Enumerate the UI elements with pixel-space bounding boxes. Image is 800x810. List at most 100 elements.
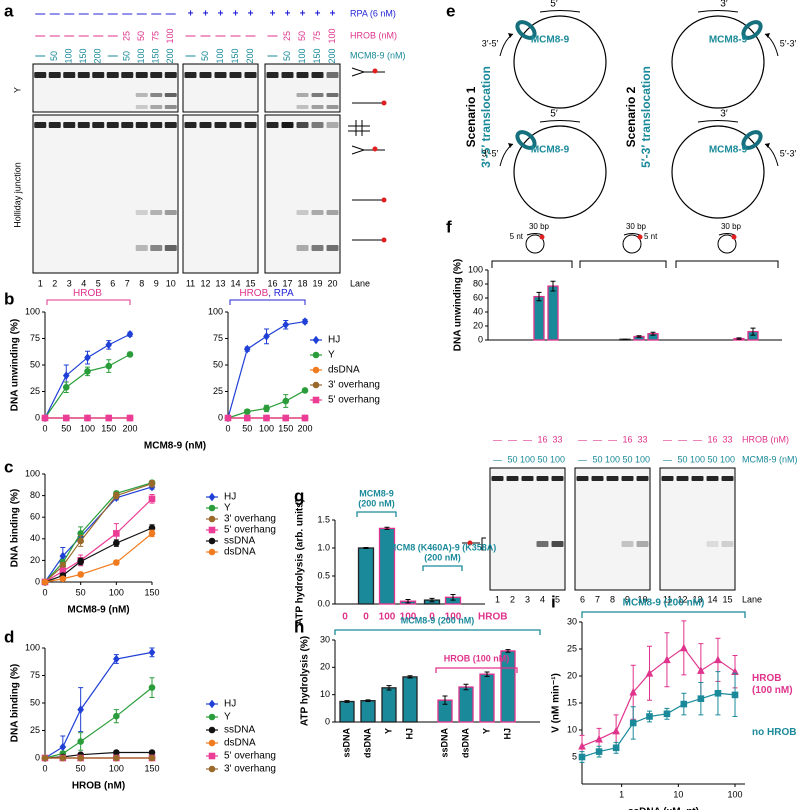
lane-number: 12 bbox=[200, 278, 210, 288]
marker bbox=[62, 371, 70, 380]
lane-number: 16 bbox=[267, 278, 277, 288]
protein-label: MCM8-9 bbox=[709, 35, 748, 46]
error-bar bbox=[484, 671, 490, 677]
bar bbox=[458, 686, 474, 723]
gel-band bbox=[135, 72, 148, 78]
gel-band bbox=[281, 72, 294, 78]
gel-band bbox=[150, 72, 163, 78]
condition-value: + bbox=[270, 9, 276, 20]
condition-value: — bbox=[608, 434, 617, 444]
marker bbox=[41, 754, 49, 762]
x-tick-label: 50 bbox=[76, 763, 86, 773]
legend-label: 3' overhang bbox=[328, 380, 380, 391]
condition-value: — bbox=[64, 9, 74, 20]
y-tick-label: 25 bbox=[30, 386, 40, 396]
condition-value: 33 bbox=[552, 434, 562, 444]
lane-number: 13 bbox=[692, 594, 702, 604]
marker bbox=[77, 558, 84, 565]
panel-label: d bbox=[4, 627, 14, 646]
legend-marker bbox=[208, 752, 216, 760]
gel-band bbox=[621, 541, 634, 547]
condition-value: — bbox=[108, 31, 118, 42]
condition-value: + bbox=[330, 9, 336, 20]
condition-value: 75 bbox=[151, 31, 161, 41]
marker bbox=[680, 643, 688, 652]
arrowhead bbox=[508, 33, 513, 38]
condition-value: — bbox=[268, 31, 278, 42]
marker bbox=[714, 655, 722, 664]
x-axis-label: MCM8-9 (nM) bbox=[144, 441, 206, 452]
gel-lane-box bbox=[182, 63, 259, 113]
gel-band bbox=[311, 210, 324, 215]
panel-label: b bbox=[4, 289, 14, 308]
x-tick-label: 100 bbox=[445, 612, 462, 623]
marker bbox=[148, 749, 156, 756]
marker bbox=[612, 744, 620, 752]
legend-label: 3' overhang bbox=[224, 514, 276, 525]
bar bbox=[547, 285, 559, 341]
lane-number: 19 bbox=[312, 278, 322, 288]
condition-value: + bbox=[203, 9, 209, 20]
condition-value: 100 bbox=[605, 454, 620, 464]
gel-band bbox=[63, 122, 76, 128]
substrate-label: 30 bp bbox=[529, 222, 550, 231]
gel-band bbox=[521, 476, 534, 481]
x-tick-label: 100 bbox=[80, 423, 95, 433]
schematic bbox=[348, 120, 370, 136]
gel-lane-box bbox=[32, 63, 179, 113]
y-tick-label: 100 bbox=[25, 306, 40, 316]
marker bbox=[282, 320, 290, 330]
condition-value: — bbox=[79, 9, 89, 20]
gel-band bbox=[150, 105, 163, 109]
gel-band bbox=[591, 476, 604, 481]
gel-band bbox=[606, 476, 619, 481]
gel-band bbox=[326, 122, 339, 128]
y-tick-label: 30 bbox=[320, 634, 330, 644]
error-bar bbox=[650, 331, 656, 336]
gel-band bbox=[77, 122, 90, 128]
gel-band bbox=[229, 122, 242, 128]
gel-band bbox=[92, 122, 105, 128]
panel-label: e bbox=[446, 1, 455, 20]
marker bbox=[41, 414, 49, 422]
condition-value: — bbox=[201, 31, 211, 42]
legend-label: Y bbox=[328, 350, 335, 361]
bracket bbox=[579, 260, 667, 268]
label-dot bbox=[381, 197, 387, 203]
marker bbox=[645, 669, 654, 677]
end-label: 3′ bbox=[720, 109, 728, 120]
condition-value: 16 bbox=[622, 434, 632, 444]
condition-value: — bbox=[508, 434, 517, 444]
x-tick-label: HJ bbox=[404, 728, 414, 740]
substrate-label: 5 nt bbox=[510, 232, 524, 241]
bracket bbox=[581, 611, 746, 618]
schematic bbox=[351, 145, 385, 155]
marker bbox=[62, 383, 70, 391]
legend-label: Y bbox=[224, 503, 231, 514]
condition-value: 100 bbox=[690, 454, 705, 464]
marker bbox=[595, 734, 603, 743]
marker bbox=[105, 414, 113, 422]
marker bbox=[301, 414, 309, 422]
condition-value: 50 bbox=[592, 454, 602, 464]
condition-value: — bbox=[108, 51, 118, 62]
error-bar bbox=[365, 699, 371, 702]
marker bbox=[680, 700, 688, 708]
y-tick-label: 5 bbox=[572, 751, 577, 761]
error-bar bbox=[636, 335, 642, 338]
y-tick-label: 10 bbox=[320, 689, 330, 699]
condition-value: 50 bbox=[677, 454, 687, 464]
gel-band bbox=[77, 72, 90, 78]
direction-label: 3′-5′ bbox=[482, 148, 499, 158]
gel-band bbox=[214, 72, 227, 78]
annotation-part: HROB bbox=[73, 288, 102, 299]
condition-value: 50 bbox=[122, 51, 132, 61]
condition-value: — bbox=[93, 9, 103, 20]
bar bbox=[378, 527, 396, 605]
condition-value: 16 bbox=[707, 434, 717, 444]
legend-label: dsDNA bbox=[224, 738, 256, 749]
gel-lane-box bbox=[659, 467, 736, 591]
substrate-label: 30 bp bbox=[626, 222, 647, 231]
condition-value: — bbox=[678, 434, 687, 444]
marker bbox=[77, 754, 84, 762]
